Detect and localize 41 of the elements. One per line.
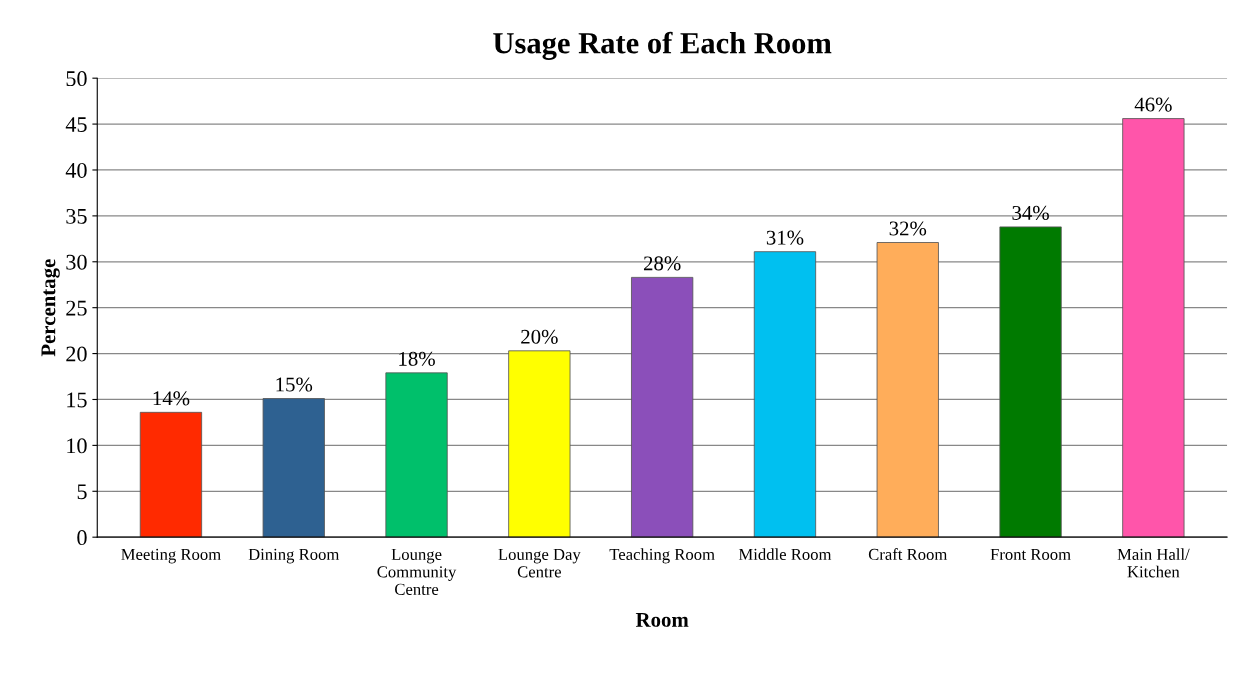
x-tick-label: Front Room bbox=[990, 548, 1071, 561]
y-tick-label: 35 bbox=[66, 208, 87, 224]
y-tick-label: 10 bbox=[67, 438, 87, 454]
data-label: 20% bbox=[521, 329, 558, 344]
data-label: 28% bbox=[643, 256, 681, 271]
data-label: 32% bbox=[889, 221, 927, 236]
y-tick-label: 25 bbox=[66, 300, 87, 316]
bar bbox=[139, 411, 203, 538]
bar bbox=[262, 398, 325, 538]
bar bbox=[753, 251, 817, 538]
x-tick-label: Meeting Room bbox=[121, 548, 221, 564]
y-tick-label: 30 bbox=[66, 254, 87, 270]
x-tick-label: Lounge Community Centre bbox=[377, 548, 457, 595]
x-tick-label: Main Hall/ Kitchen bbox=[1117, 548, 1190, 578]
data-label: 15% bbox=[276, 377, 313, 392]
data-label: 46% bbox=[1134, 97, 1172, 112]
x-tick-label: Teaching Room bbox=[609, 548, 715, 564]
y-tick-label: 15 bbox=[67, 392, 87, 408]
bar bbox=[999, 226, 1062, 538]
x-tick-label: Middle Room bbox=[738, 548, 832, 561]
data-label: 14% bbox=[153, 391, 190, 406]
bar bbox=[1122, 118, 1185, 538]
bar bbox=[385, 372, 448, 538]
data-label: 34% bbox=[1012, 205, 1049, 220]
y-axis-title: Percentage bbox=[41, 259, 60, 357]
y-tick-label: 50 bbox=[66, 71, 87, 87]
y-tick-label: 0 bbox=[77, 530, 87, 546]
y-tick-label: 5 bbox=[77, 484, 87, 500]
bar bbox=[508, 350, 571, 538]
x-tick-label: Lounge Day Centre bbox=[498, 548, 581, 578]
chart-title: Usage Rate of Each Room bbox=[493, 31, 832, 60]
y-tick-label: 20 bbox=[66, 346, 87, 362]
x-tick-label: Craft Room bbox=[868, 548, 948, 561]
y-tick-label: 45 bbox=[65, 117, 87, 133]
data-label: 18% bbox=[399, 351, 435, 366]
bar bbox=[631, 276, 694, 538]
y-tick-label: 40 bbox=[65, 162, 87, 178]
data-label: 31% bbox=[766, 230, 804, 245]
x-tick-label: Dining Room bbox=[248, 548, 340, 564]
bar bbox=[876, 242, 939, 538]
x-axis-title: Room bbox=[635, 613, 689, 627]
